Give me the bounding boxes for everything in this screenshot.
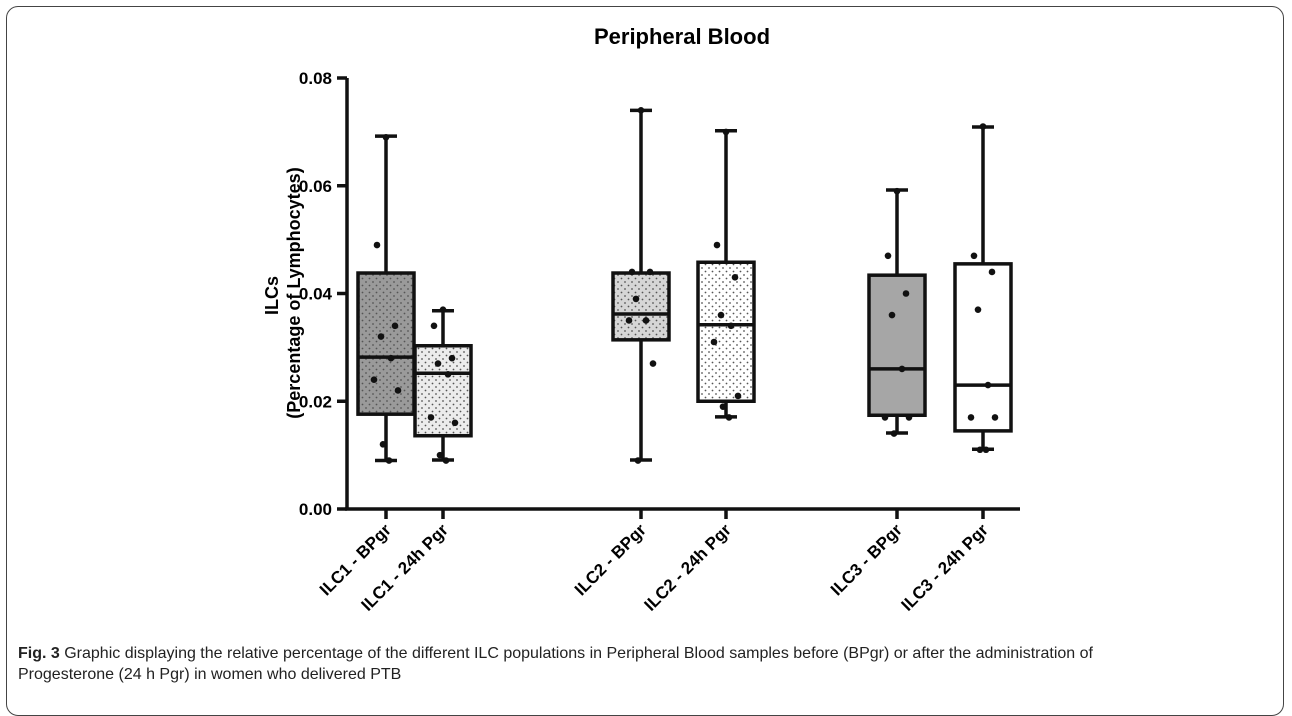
data-point [634,457,642,464]
caption-text: Graphic displaying the relative percenta… [18,645,1093,683]
chart-title: Peripheral Blood [594,24,770,49]
data-point [974,306,982,313]
box-outline [696,260,756,403]
y-axis-label-line: ILCs [262,276,282,315]
data-point [642,317,650,324]
data-point [387,354,395,362]
data-point [884,252,892,260]
data-point [628,268,636,276]
data-point [385,457,393,464]
data-point [436,451,444,459]
y-axis-label-line: (Percentage of Lymphocytes) [284,167,304,418]
caption: Fig. 3 Graphic displaying the relative p… [18,643,1098,685]
y-tick-label: 0.08 [299,69,332,88]
box-outline [356,271,416,416]
x-tick-label: ILC3 - 24h Pgr [898,520,993,615]
data-point [394,387,402,394]
data-point [898,365,906,373]
data-point [722,128,730,136]
y-axis-label: ILCs (Percentage of Lymphocytes) [262,167,304,418]
data-point [734,392,742,400]
box-pattern [613,273,669,340]
data-point [982,446,990,454]
x-tick-label: ILC3 - BPgr [827,520,906,599]
data-point [725,414,733,421]
x-tick-label: ILC2 - BPgr [571,520,650,599]
data-point [377,333,385,340]
data-point [649,360,657,367]
box-outline [953,262,1013,433]
data-point [967,414,975,421]
x-tick-label: ILC2 - 24h Pgr [641,520,736,615]
data-point [451,419,459,427]
data-point [373,241,381,249]
data-point [439,306,447,313]
data-point [370,376,378,384]
box-pattern [358,273,414,415]
data-point [427,414,435,421]
data-point [976,446,984,454]
data-point [444,371,452,378]
data-point [717,311,725,319]
data-point [905,414,913,421]
caption-label: Fig. 3 [18,645,60,662]
box-pattern [698,262,754,402]
data-point [442,457,450,464]
data-point [719,403,727,410]
box-outline [867,273,927,418]
data-point [646,268,654,276]
data-point [988,268,996,276]
data-point [710,338,718,346]
data-point [890,430,898,437]
data-point [979,123,987,130]
data-point [991,414,999,421]
data-point [881,414,889,421]
box [869,275,925,416]
data-point [391,322,399,330]
data-point [379,441,387,448]
data-point [448,354,456,362]
data-point [625,317,633,324]
y-tick-label: 0.06 [299,177,332,196]
data-point [637,107,645,114]
data-point [731,274,739,281]
data-point [430,322,438,330]
data-point [382,133,390,141]
y-tick-label: 0.00 [299,500,332,519]
chart: Peripheral Blood ILCs (Percentage of Lym… [262,24,1020,615]
data-point [970,252,978,260]
data-point [893,187,901,195]
data-point [888,311,896,319]
y-tick-label: 0.04 [299,285,333,304]
data-point [727,322,735,330]
data-point [713,241,721,249]
data-point [434,360,442,367]
box [955,263,1011,431]
box-pattern [415,345,471,436]
box-outline [413,344,473,438]
box-outline [611,271,671,342]
y-tick-label: 0.02 [299,392,332,411]
data-point [984,381,992,389]
data-point [902,290,910,297]
data-point [632,295,640,303]
